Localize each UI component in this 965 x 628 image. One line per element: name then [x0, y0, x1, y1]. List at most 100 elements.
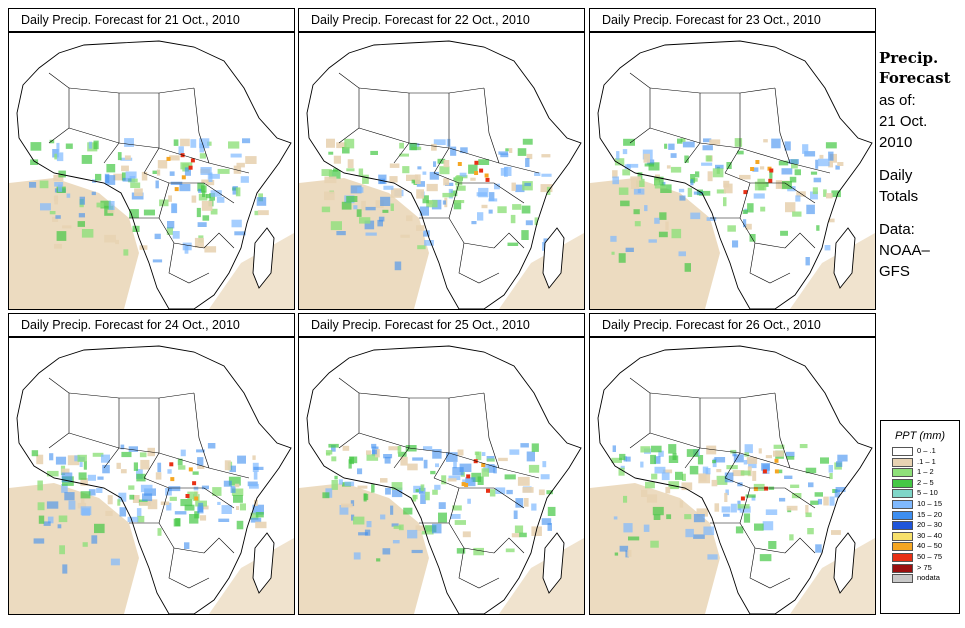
legend-item: 20 – 30 [881, 520, 959, 531]
precip-cell-heavy [474, 171, 479, 175]
precip-cell [403, 507, 413, 515]
precip-cell [531, 443, 539, 452]
precip-cell [679, 500, 684, 508]
precip-cell [784, 141, 791, 151]
precip-cell [190, 139, 197, 148]
madagascar-outline [833, 532, 856, 594]
precip-cell [442, 192, 454, 198]
precip-cell [828, 151, 834, 161]
data-label: Data: [879, 221, 915, 238]
precip-cell [230, 153, 242, 158]
precip-cell [701, 162, 713, 166]
precip-cell [790, 484, 800, 488]
precip-cell [636, 178, 645, 187]
precip-cell [380, 196, 391, 206]
precip-cell [30, 159, 39, 165]
precip-cell [157, 528, 162, 536]
precip-cell [645, 481, 655, 489]
precip-cell [107, 495, 113, 505]
precip-cell [494, 183, 500, 190]
precip-cell [31, 450, 39, 457]
precip-cell [682, 473, 686, 481]
precip-cell [450, 514, 461, 519]
precip-cell [780, 230, 788, 236]
precip-cell [133, 462, 138, 471]
precip-cell [201, 179, 209, 183]
precip-cell [376, 558, 381, 562]
precip-cell [805, 257, 810, 266]
precip-cell [693, 534, 705, 539]
precip-cell [375, 200, 384, 208]
precip-cell [616, 151, 620, 160]
precip-cell [739, 506, 751, 513]
precip-cell [477, 476, 484, 485]
precip-cell [180, 138, 190, 147]
precip-cell [618, 253, 626, 263]
precip-cell [390, 505, 394, 515]
legend-label: 15 – 20 [917, 509, 943, 519]
precip-cell [236, 506, 239, 510]
precip-cell [417, 166, 422, 170]
precip-cell [826, 193, 833, 199]
precip-cell [725, 489, 729, 496]
precip-cell [206, 194, 211, 199]
precip-cell [654, 466, 666, 474]
precip-cell [130, 182, 141, 188]
precip-cell [341, 201, 352, 210]
precip-cell [156, 169, 161, 176]
precip-cell-heavy [192, 481, 197, 486]
precip-cell [141, 171, 148, 181]
precip-cell [108, 201, 115, 210]
country-border [739, 182, 786, 249]
precip-cell [446, 138, 451, 147]
precip-cell [653, 514, 661, 520]
precip-cell [675, 471, 683, 480]
precip-cell [610, 235, 617, 242]
precip-cell [74, 455, 81, 462]
panel-title: Daily Precip. Forecast for 26 Oct., 2010 [589, 313, 876, 337]
precip-cell [322, 492, 330, 499]
precip-cell [500, 153, 509, 158]
precip-map [8, 32, 295, 310]
precip-cell [209, 173, 220, 179]
precip-cell [147, 499, 158, 510]
country-border [483, 87, 500, 164]
precip-cell-heavy [740, 496, 745, 501]
precip-cell [344, 481, 355, 487]
precip-cell-heavy [769, 168, 774, 173]
precip-cell [391, 487, 403, 498]
country-border [338, 72, 360, 144]
precip-cell [117, 152, 122, 161]
precip-cell [779, 497, 786, 502]
precip-cell [789, 176, 797, 183]
precip-cell [453, 200, 462, 210]
precip-cell [424, 525, 437, 533]
precip-cell [686, 449, 699, 457]
precip-cell [198, 193, 208, 201]
precip-cell [37, 480, 43, 491]
precip-cell [654, 185, 667, 189]
precip-cell [637, 172, 643, 180]
precip-cell-heavy [762, 469, 767, 474]
precip-cell [184, 244, 189, 254]
precip-cell [644, 163, 654, 167]
precip-cell [765, 455, 772, 459]
precip-cell [517, 148, 527, 156]
legend-label: .1 – 1 [917, 456, 936, 466]
precip-map [298, 337, 585, 615]
precip-cell [172, 203, 176, 212]
precip-cell [526, 153, 533, 160]
precip-cell [752, 470, 757, 481]
precip-cell [522, 138, 533, 145]
precip-cell [620, 465, 625, 469]
precip-cell-heavy [774, 469, 779, 474]
africa-coastline [597, 40, 873, 309]
precip-cell [362, 174, 369, 184]
precip-cell-heavy [185, 494, 190, 498]
precip-cell [121, 172, 126, 181]
country-border [358, 432, 540, 479]
precip-cell [640, 446, 651, 453]
precip-cell [197, 457, 204, 466]
precip-cell [438, 502, 446, 509]
precip-cell [167, 469, 172, 474]
